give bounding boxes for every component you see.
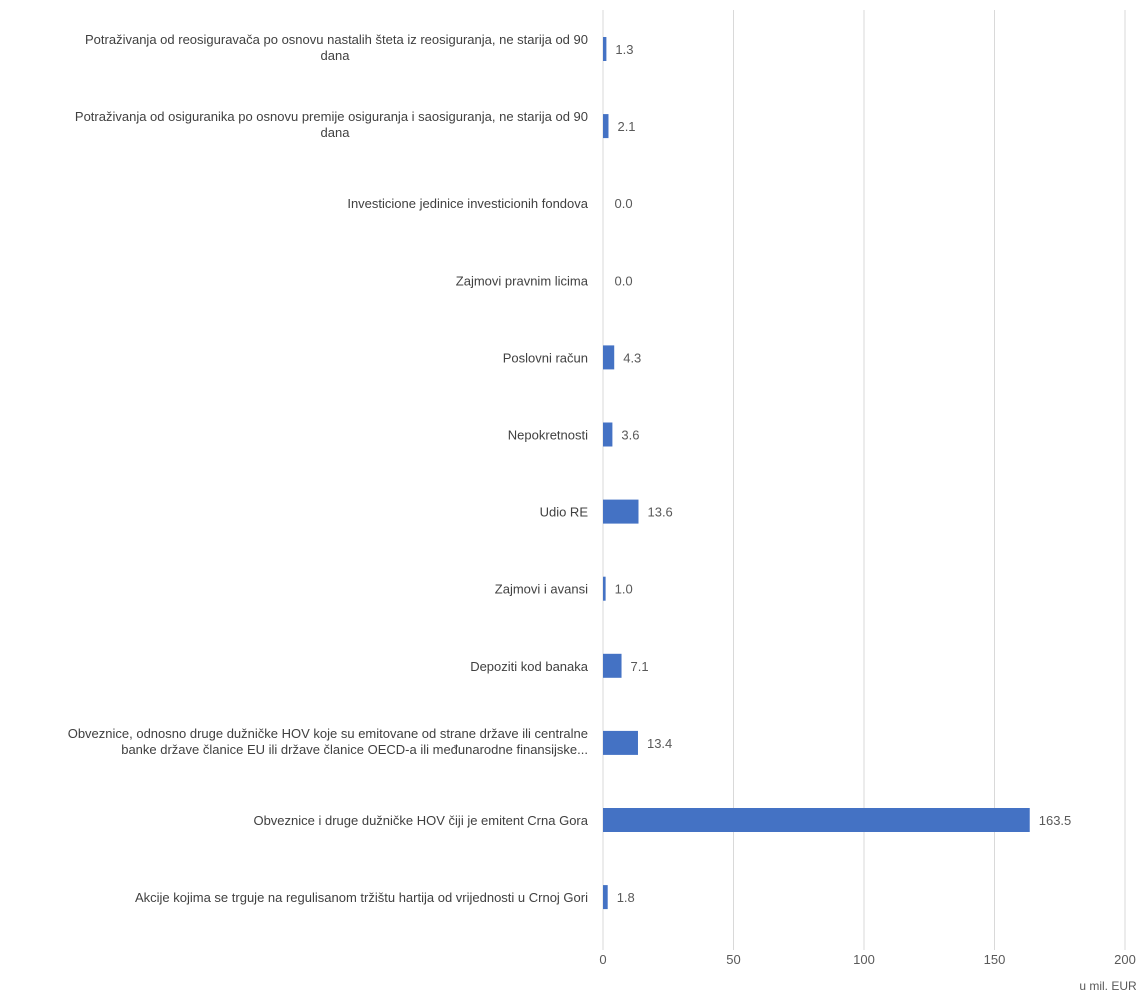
- value-label-7: 1.0: [615, 582, 633, 597]
- bar-4: [603, 345, 615, 370]
- value-label-8: 7.1: [631, 659, 649, 674]
- value-label-4: 4.3: [623, 350, 641, 365]
- x-tick-label-4: 200: [1114, 952, 1136, 967]
- value-label-6: 13.6: [647, 505, 672, 520]
- category-label-1-line-1: dana: [321, 125, 351, 140]
- value-label-5: 3.6: [621, 428, 639, 443]
- category-label-7: Zajmovi i avansi: [495, 582, 588, 597]
- x-tick-label-2: 100: [853, 952, 875, 967]
- category-label-10: Obveznice i druge dužničke HOV čiji je e…: [253, 813, 588, 828]
- category-label-6: Udio RE: [540, 505, 589, 520]
- value-label-0: 1.3: [615, 42, 633, 57]
- category-label-0-line-1: dana: [321, 48, 351, 63]
- value-label-2: 0.0: [615, 196, 633, 211]
- value-labels: 1.3 2.1 0.0 0.0 4.3 3.6 13.6 1.0 7.1 13.4 163.5 1.8: [615, 42, 1072, 905]
- category-label-0-line-0: Potraživanja od reosiguravača po osnovu …: [85, 32, 588, 47]
- bar-8: [603, 653, 622, 678]
- x-axis-ticks: 0 50 100 150 200: [599, 952, 1135, 967]
- category-label-11: Akcije kojima se trguje na regulisanom t…: [135, 890, 588, 905]
- category-label-4: Poslovni račun: [503, 350, 588, 365]
- bar-9: [603, 730, 638, 755]
- x-tick-label-1: 50: [726, 952, 740, 967]
- gridlines: [602, 10, 1126, 950]
- bar-5: [603, 422, 613, 447]
- category-label-1-line-0: Potraživanja od osiguranika po osnovu pr…: [75, 109, 588, 124]
- value-label-1: 2.1: [617, 119, 635, 134]
- category-label-9-line-1: banke države članice EU ili države člani…: [121, 742, 588, 757]
- value-label-3: 0.0: [615, 273, 633, 288]
- bars: [603, 37, 1030, 910]
- value-label-10: 163.5: [1039, 813, 1072, 828]
- category-label-3: Zajmovi pravnim licima: [456, 273, 589, 288]
- bar-6: [603, 499, 639, 524]
- bar-11: [603, 885, 608, 910]
- value-label-9: 13.4: [647, 736, 672, 751]
- bar-10: [603, 808, 1030, 832]
- category-label-8: Depoziti kod banaka: [470, 659, 589, 674]
- value-label-11: 1.8: [617, 890, 635, 905]
- category-labels: Potraživanja od reosiguravača po osnovu …: [68, 32, 589, 905]
- bar-7: [603, 576, 606, 601]
- category-label-5: Nepokretnosti: [508, 428, 588, 443]
- unit-label: u mil. EUR: [1079, 979, 1137, 993]
- bar-1: [603, 114, 609, 139]
- category-label-2: Investicione jedinice investicionih fond…: [347, 196, 588, 211]
- x-tick-label-3: 150: [984, 952, 1006, 967]
- x-tick-label-0: 0: [599, 952, 606, 967]
- bar-0: [603, 37, 607, 61]
- category-label-9-line-0: Obveznice, odnosno druge dužničke HOV ko…: [68, 726, 588, 741]
